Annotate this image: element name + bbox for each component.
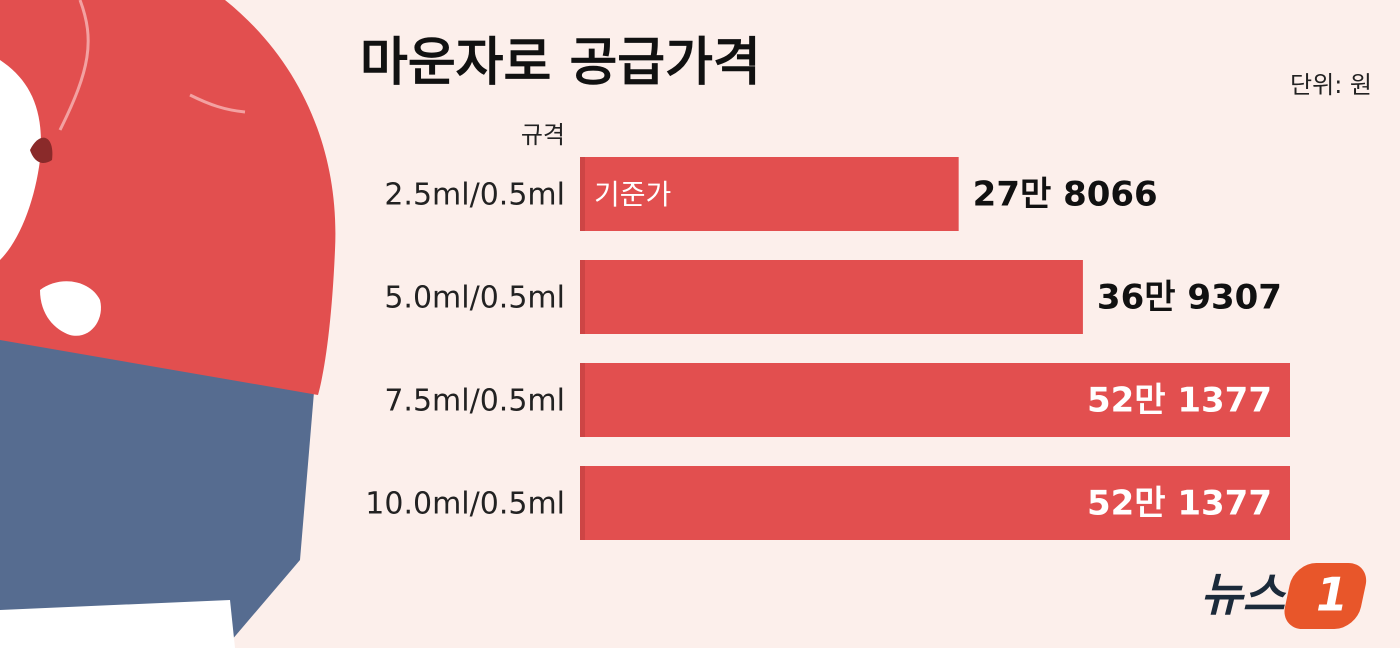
value-label: 36만 9307 bbox=[1097, 278, 1282, 318]
fold bbox=[58, 0, 90, 131]
bar bbox=[580, 363, 1290, 437]
logo-text: 뉴스 bbox=[1200, 568, 1286, 622]
hand bbox=[40, 281, 101, 336]
annotation: 기준가 bbox=[594, 178, 671, 211]
category-label: 5.0ml/0.5ml bbox=[384, 281, 565, 316]
axis-label: 규격 bbox=[521, 121, 565, 149]
value-label: 52만 1377 bbox=[1087, 484, 1272, 524]
value-label: 52만 1377 bbox=[1087, 381, 1272, 421]
chart-title: 마운자로 공급가격 bbox=[360, 33, 761, 93]
logo: 뉴스 1 bbox=[1200, 563, 1367, 629]
category-label: 2.5ml/0.5ml bbox=[384, 178, 565, 213]
fold bbox=[189, 93, 246, 114]
value-label: 27만 8066 bbox=[973, 175, 1158, 215]
unit-label: 단위: 원 bbox=[1290, 71, 1372, 99]
shadow bbox=[30, 137, 53, 163]
bar-shade bbox=[580, 157, 585, 231]
leg bbox=[0, 600, 235, 648]
category-label: 7.5ml/0.5ml bbox=[384, 384, 565, 419]
bar bbox=[580, 157, 959, 231]
logo-mark: 1 bbox=[1316, 568, 1348, 622]
category-label: 10.0ml/0.5ml bbox=[365, 487, 565, 522]
bar-shade bbox=[580, 363, 585, 437]
logo-badge bbox=[1284, 563, 1367, 629]
bar-shade bbox=[580, 260, 585, 334]
bar bbox=[580, 466, 1290, 540]
arm bbox=[0, 60, 41, 260]
bar-shade bbox=[580, 466, 585, 540]
illustration bbox=[0, 0, 336, 648]
jeans bbox=[0, 330, 315, 648]
bar bbox=[580, 260, 1083, 334]
